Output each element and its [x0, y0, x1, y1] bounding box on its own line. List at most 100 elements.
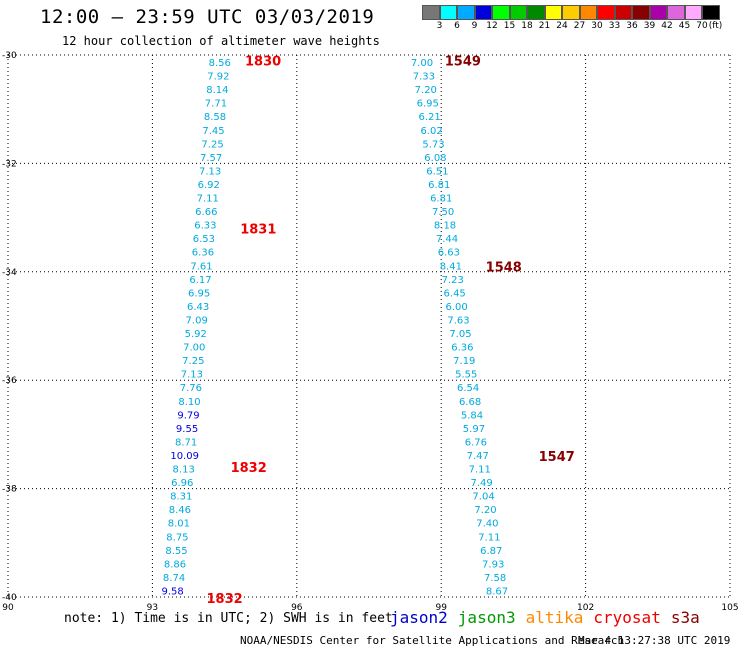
- grid-lines: [7, 54, 731, 598]
- time-label: 1547: [539, 450, 575, 465]
- wave-height-point: 7.04: [472, 492, 494, 503]
- wave-height-point: 7.13: [181, 370, 203, 381]
- wave-height-point: 7.92: [207, 72, 229, 83]
- wave-height-point: 5.84: [461, 410, 483, 421]
- legend-label: 3: [436, 21, 443, 31]
- legend-label: 45: [678, 21, 691, 31]
- credit-text: NOAA/NESDIS Center for Satellite Applica…: [240, 634, 625, 647]
- legend-label: 36: [626, 21, 638, 31]
- wave-height-point: 6.95: [417, 99, 439, 110]
- data-points: 8.56 7.92 8.14 7.71 8.58 7.45 7.25 7.57 7.13 6.92…: [161, 58, 508, 597]
- satellite-legend: jason2 jason3 altika cryosat s3a: [390, 608, 710, 627]
- wave-height-point: 7.63: [447, 315, 469, 326]
- wave-height-point: 6.36: [192, 248, 214, 259]
- legend-label: 42: [661, 21, 673, 31]
- legend-swatch: [667, 5, 685, 20]
- legend-label: 39: [643, 21, 656, 31]
- wave-height-point: 6.81: [428, 180, 450, 191]
- legend-swatch: [439, 5, 457, 20]
- wave-height-point: 7.93: [482, 559, 504, 570]
- wave-height-point: 7.11: [478, 532, 500, 543]
- credit-date: Mar 4 13:27:38 UTC 2019: [578, 634, 731, 647]
- y-tick-label: -40: [2, 593, 17, 603]
- wave-height-point: 6.02: [420, 126, 442, 137]
- satellite-jason3: jason3: [457, 608, 516, 627]
- wave-height-point: 8.55: [165, 546, 187, 557]
- legend-swatch: [684, 5, 702, 20]
- legend-swatch: [597, 5, 615, 20]
- wave-height-point: 6.00: [445, 302, 467, 313]
- legend-unit: (ft): [708, 21, 723, 31]
- legend-label: 27: [573, 21, 586, 31]
- wave-height-point: 8.18: [434, 221, 456, 232]
- wave-height-point: 8.31: [170, 492, 192, 503]
- wave-height-point: 7.76: [180, 383, 202, 394]
- legend-swatch: [422, 5, 440, 20]
- wave-height-point: 6.33: [194, 221, 216, 232]
- legend-swatch: [509, 5, 527, 20]
- wave-height-point: 7.40: [476, 519, 498, 530]
- time-label: 1832: [207, 592, 243, 607]
- wave-height-point: 8.67: [486, 586, 508, 597]
- legend-swatch: [579, 5, 597, 20]
- wave-height-point: 7.71: [205, 99, 227, 110]
- wave-height-point: 8.41: [440, 261, 462, 272]
- footnote: note: 1) Time is in UTC; 2) SWH is in fe…: [64, 611, 393, 626]
- wave-height-point: 8.58: [204, 112, 226, 123]
- wave-height-point: 6.66: [195, 207, 217, 218]
- y-tick-label: -30: [2, 51, 17, 61]
- legend-label: 30: [591, 21, 603, 31]
- legend-swatch: [702, 5, 720, 20]
- wave-height-point: 7.00: [411, 58, 433, 69]
- wave-height-point: 7.20: [415, 85, 437, 96]
- wave-height-point: 7.19: [453, 356, 475, 367]
- wave-height-point: 7.45: [202, 126, 224, 137]
- legend-swatch: [457, 5, 475, 20]
- wave-height-point: 9.58: [161, 586, 183, 597]
- y-tick-label: -32: [2, 159, 17, 169]
- wave-height-point: 8.14: [206, 85, 228, 96]
- legend-swatch: [562, 5, 580, 20]
- wave-height-point: 5.97: [463, 424, 485, 435]
- chart-subtitle: 12 hour collection of altimeter wave hei…: [62, 34, 380, 48]
- wave-height-point: 6.51: [426, 166, 448, 177]
- legend-label: 12: [486, 21, 498, 31]
- wave-height-point: 6.54: [457, 383, 479, 394]
- y-tick-label: -36: [2, 376, 17, 386]
- wave-height-point: 6.81: [430, 194, 452, 205]
- legend-swatch: [544, 5, 562, 20]
- color-legend: [422, 5, 720, 20]
- legend-label: 18: [521, 21, 533, 31]
- wave-height-point: 5.92: [185, 329, 207, 340]
- x-tick-label: 102: [577, 603, 594, 613]
- satellite-jason2: jason2: [390, 608, 448, 627]
- wave-height-point: 7.25: [182, 356, 204, 367]
- wave-height-point: 7.49: [470, 478, 492, 489]
- wave-height-point: 7.47: [467, 451, 489, 462]
- wave-height-point: 7.11: [469, 465, 491, 476]
- legend-swatch: [614, 5, 632, 20]
- wave-height-point: 8.75: [166, 532, 188, 543]
- legend-swatch: [649, 5, 667, 20]
- time-label: 1549: [445, 54, 481, 69]
- wave-height-point: 7.05: [449, 329, 471, 340]
- wave-height-point: 8.86: [164, 559, 186, 570]
- wave-height-point: 7.13: [199, 166, 221, 177]
- time-label: 1832: [231, 461, 267, 476]
- wave-height-point: 7.33: [413, 72, 435, 83]
- wave-height-point: 6.96: [171, 478, 193, 489]
- time-label: 1831: [240, 222, 276, 237]
- wave-height-point: 7.44: [436, 234, 458, 245]
- wave-height-point: 8.01: [168, 519, 190, 530]
- legend-swatches: [422, 5, 720, 20]
- wave-height-point: 6.76: [465, 437, 487, 448]
- x-tick-label: 93: [147, 603, 158, 613]
- y-tick-label: -38: [2, 485, 17, 495]
- wave-height-point: 9.79: [177, 410, 199, 421]
- wave-height-point: 6.43: [187, 302, 209, 313]
- wave-height-point: 7.25: [201, 139, 223, 150]
- time-label: 1830: [245, 54, 281, 69]
- legend-label: 6: [454, 21, 460, 31]
- legend-swatch: [632, 5, 650, 20]
- wave-height-point: 6.63: [438, 248, 460, 259]
